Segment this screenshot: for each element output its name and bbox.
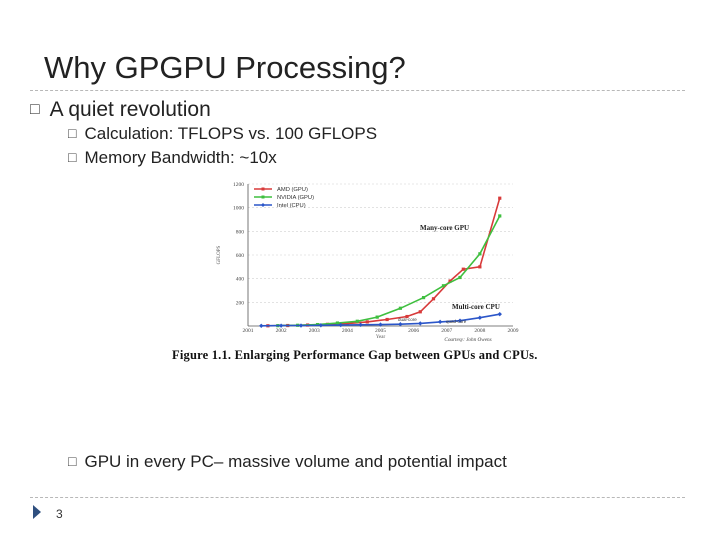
- data-point: [378, 322, 383, 327]
- figure-courtesy: Courtesy: John Owens: [444, 337, 491, 343]
- bullet-box-icon: □: [68, 453, 77, 469]
- title-divider: [30, 90, 685, 91]
- data-point: [448, 279, 452, 283]
- legend-label: NVIDIA (GPU): [277, 195, 314, 201]
- x-tick-label: 2005: [375, 328, 386, 334]
- data-point: [405, 314, 409, 319]
- figure-caption: Figure 1.1. Enlarging Performance Gap be…: [172, 348, 538, 362]
- legend-label: AMD (GPU): [277, 187, 308, 193]
- data-point: [365, 320, 369, 324]
- sub-bullet-text: GPU in every PC– massive volume and pote…: [84, 452, 507, 471]
- data-point: [458, 275, 462, 280]
- data-point: [318, 323, 324, 328]
- data-point: [375, 315, 379, 319]
- data-point: [398, 306, 402, 310]
- x-tick-label: 2003: [309, 328, 320, 334]
- sub-bullet-text: Calculation: TFLOPS vs. 100 GFLOPS: [84, 124, 378, 143]
- page-marker-icon: [33, 505, 41, 519]
- performance-chart: 200 400 600 800 1000 1200 2001 2002 2003 2004 2005…: [217, 182, 519, 343]
- annotation-dual-core: dual-core: [398, 317, 417, 322]
- page-number: 3: [56, 507, 63, 521]
- data-point: [437, 319, 443, 325]
- data-point: [457, 318, 463, 323]
- data-point: [385, 317, 389, 322]
- bullet-box-icon: □: [68, 125, 77, 141]
- data-point: [338, 322, 343, 328]
- y-tick-label: 400: [236, 277, 245, 283]
- data-point: [418, 321, 423, 326]
- annotation-many-core-gpu: Many-core GPU: [420, 224, 469, 232]
- bullet-main: □ A quiet revolution: [30, 98, 211, 122]
- x-tick-label: 2006: [408, 328, 419, 334]
- data-point: [358, 322, 363, 328]
- bullet-main-text: A quiet revolution: [49, 98, 211, 121]
- x-tick-label: 2004: [342, 328, 353, 334]
- x-tick-label: 2007: [441, 328, 452, 334]
- data-point: [461, 267, 465, 271]
- x-axis-title: Year: [376, 335, 386, 340]
- data-point: [259, 323, 264, 328]
- annotation-quad-core: quad-core: [446, 319, 467, 324]
- legend-marker: [261, 203, 265, 207]
- x-tick-label: 2002: [276, 328, 287, 334]
- slide-title: Why GPGPU Processing?: [44, 50, 406, 85]
- legend-marker: [261, 195, 265, 199]
- data-point: [421, 296, 426, 300]
- data-point: [477, 315, 483, 320]
- performance-figure: 200 400 600 800 1000 1200 2001 2002 2003 2004 2005…: [168, 178, 538, 346]
- data-point: [335, 321, 340, 325]
- y-tick-label: 1200: [233, 182, 244, 188]
- legend-marker: [261, 187, 265, 191]
- sub-bullet: □ Calculation: TFLOPS vs. 100 GFLOPS: [68, 124, 377, 144]
- data-point: [278, 323, 284, 328]
- data-point: [441, 284, 446, 288]
- y-tick-label: 800: [236, 229, 245, 235]
- y-tick-label: 600: [236, 253, 245, 259]
- bullet-box-icon: □: [68, 149, 77, 165]
- data-point: [298, 323, 304, 328]
- y-tick-label: 1000: [233, 206, 244, 212]
- data-point: [418, 310, 422, 314]
- annotation-multi-core-cpu: Multi-core CPU: [452, 303, 500, 311]
- data-point: [478, 265, 482, 269]
- sub-bullet-text: Memory Bandwidth: ~10x: [84, 148, 277, 167]
- data-point: [498, 196, 502, 200]
- sub-bullet: □ GPU in every PC– massive volume and pot…: [68, 452, 507, 472]
- footer-divider: [30, 497, 685, 498]
- sub-bullet: □ Memory Bandwidth: ~10x: [68, 148, 277, 168]
- x-tick-label: 2008: [474, 328, 485, 334]
- y-tick-label: 200: [236, 300, 245, 306]
- legend-label: Intel (CPU): [277, 203, 306, 209]
- data-point: [355, 319, 359, 323]
- data-point: [431, 297, 436, 301]
- x-tick-label: 2009: [508, 328, 519, 334]
- x-tick-label: 2001: [243, 328, 254, 334]
- data-point: [478, 252, 482, 256]
- bullet-box-icon: □: [30, 101, 40, 118]
- data-point: [398, 322, 403, 327]
- data-point: [497, 311, 502, 317]
- y-axis-title: GFLOPS: [217, 245, 222, 264]
- data-point: [498, 214, 502, 218]
- data-point: [345, 322, 349, 326]
